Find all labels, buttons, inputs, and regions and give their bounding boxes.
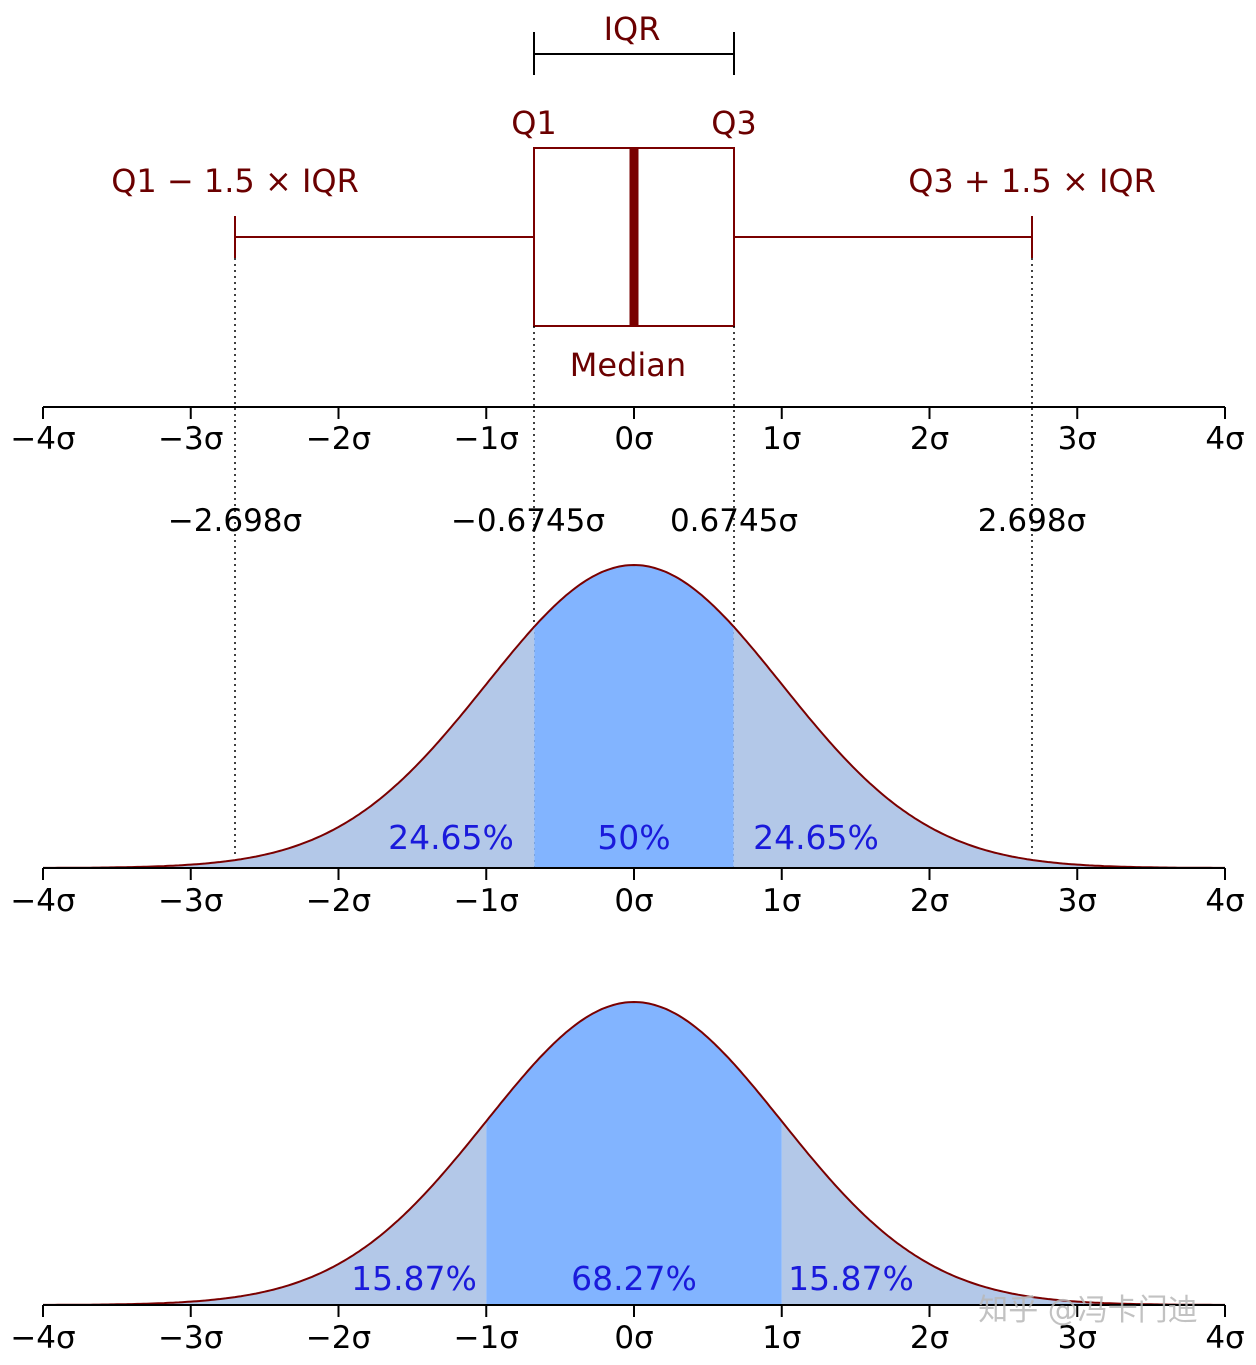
lower-whisker-label: Q1 − 1.5 × IQR	[111, 162, 359, 200]
axis2-ticks-tick-label: −3σ	[158, 883, 223, 919]
axis1-ticks-tick-label: 2σ	[910, 421, 949, 457]
p2-center-percent: 68.27%	[571, 1259, 697, 1298]
p1-center-area	[534, 565, 734, 868]
axis2-ticks-tick-label: 0σ	[614, 883, 653, 919]
axis3-ticks-tick-label: 4σ	[1205, 1320, 1244, 1356]
axis2-ticks-tick-label: −2σ	[306, 883, 371, 919]
watermark: 知乎 @冯卡门迪	[978, 1293, 1198, 1328]
upper-whisker-label: Q3 + 1.5 × IQR	[908, 162, 1156, 200]
p2-center-area	[486, 1002, 782, 1305]
q3-label: Q3	[711, 104, 757, 142]
axis2-ticks-tick-label: 1σ	[762, 883, 801, 919]
quartile-label-q3: 0.6745σ	[670, 503, 798, 539]
axis1-ticks-tick-label: 1σ	[762, 421, 801, 457]
p1-center-percent: 50%	[597, 818, 670, 857]
axis1-ticks-tick-label: 3σ	[1058, 421, 1097, 457]
axis3-ticks-tick-label: 0σ	[614, 1320, 653, 1356]
distribution-panel-sigma: −4σ −3σ −2σ −1σ 0σ 1σ 2σ 3σ 4σ 15.87% 68.27% 15.…	[10, 1000, 1245, 1356]
p2-density-curve	[43, 1000, 1225, 1306]
axis3-ticks-tick-label: −3σ	[158, 1320, 223, 1356]
axis1-ticks-tick-label: 4σ	[1205, 421, 1244, 457]
distribution-panel-iqr: −4σ −3σ −2σ −1σ 0σ 1σ 2σ 3σ 4σ 24.65% 50% 24.65%	[10, 563, 1245, 919]
axis2-ticks-tick-label: −4σ	[10, 883, 75, 919]
p1-left-percent: 24.65%	[388, 818, 514, 857]
quartile-label-lower-whisker: −2.698σ	[168, 503, 302, 539]
quartile-label-q1: −0.6745σ	[451, 503, 605, 539]
axis2-ticks-tick-label: 3σ	[1058, 883, 1097, 919]
p1-tail-left-area	[43, 626, 535, 868]
quartile-value-labels: −2.698σ −0.6745σ 0.6745σ 2.698σ	[168, 503, 1086, 539]
p1-density-curve	[43, 563, 1225, 869]
axis3-ticks-tick-label: 3σ	[1058, 1320, 1097, 1356]
axis3-ticks-tick-label: 1σ	[762, 1320, 801, 1356]
p2-right-percent: 15.87%	[788, 1259, 914, 1298]
median-label: Median	[570, 346, 686, 384]
quartile-label-upper-whisker: 2.698σ	[978, 503, 1086, 539]
q1-label: Q1	[511, 104, 557, 142]
p2-tail-right-area	[781, 1121, 1225, 1305]
axis-top: −4σ −3σ −2σ −1σ 0σ 1σ 2σ 3σ 4σ	[10, 406, 1245, 457]
axis1-ticks-tick-label: −3σ	[158, 421, 223, 457]
p1-right-percent: 24.65%	[753, 818, 879, 857]
p2-left-percent: 15.87%	[351, 1259, 477, 1298]
axis2-ticks-tick-label: −1σ	[454, 883, 519, 919]
p1-tail-right-area	[733, 626, 1225, 868]
p2-tail-left-area	[43, 1121, 487, 1305]
axis2-ticks-tick-label: 4σ	[1205, 883, 1244, 919]
axis2-ticks-tick-label: 2σ	[910, 883, 949, 919]
axis1-ticks-tick-label: −4σ	[10, 421, 75, 457]
axis1-ticks-tick-label: −1σ	[454, 421, 519, 457]
axis3-ticks-tick-label: −2σ	[306, 1320, 371, 1356]
iqr-label: IQR	[604, 10, 661, 48]
axis1-ticks-tick-label: 0σ	[614, 421, 653, 457]
axis3-ticks-tick-label: 2σ	[910, 1320, 949, 1356]
boxplot: IQR Q1 Q3 Q1 − 1.5 × IQR Q3 + 1.5 × IQR …	[111, 10, 1156, 384]
axis1-ticks-tick-label: −2σ	[306, 421, 371, 457]
axis3-ticks-tick-label: −1σ	[454, 1320, 519, 1356]
axis3-ticks-tick-label: −4σ	[10, 1320, 75, 1356]
